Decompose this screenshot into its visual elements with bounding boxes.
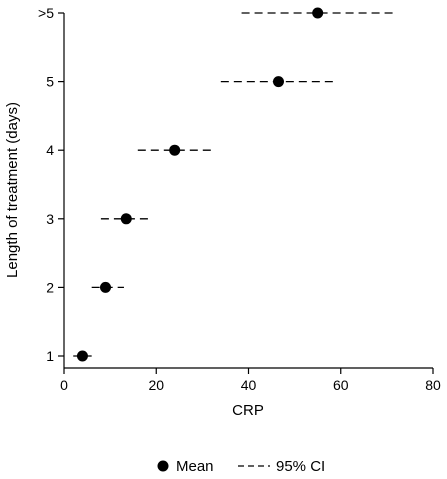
x-tick-label: 80 xyxy=(425,377,441,393)
plot-area: 0 20 40 60 80 1 2 3 4 5 >5 xyxy=(38,5,441,393)
mean-point xyxy=(120,213,132,225)
x-tick-label: 0 xyxy=(60,377,68,393)
y-tick-label: 1 xyxy=(46,348,54,364)
mean-point xyxy=(272,76,284,88)
legend: Mean 95% CI xyxy=(157,458,325,475)
mean-point xyxy=(76,350,88,362)
mean-point xyxy=(100,281,112,293)
legend-mean-label: Mean xyxy=(176,458,214,475)
x-axis-title: CRP xyxy=(232,402,264,419)
mean-point xyxy=(312,7,324,19)
x-tick-label: 40 xyxy=(241,377,257,393)
y-tick-label: >5 xyxy=(38,5,54,21)
y-tick-label: 4 xyxy=(46,142,54,158)
legend-ci-label: 95% CI xyxy=(276,458,325,475)
x-tick-label: 20 xyxy=(148,377,164,393)
y-tick-label: 5 xyxy=(46,74,54,90)
y-tick-label: 2 xyxy=(46,279,54,295)
y-axis-title: Length of treatment (days) xyxy=(4,102,21,278)
x-tick-label: 60 xyxy=(333,377,349,393)
legend-mean-marker xyxy=(157,460,169,472)
mean-point xyxy=(169,144,181,156)
y-tick-label: 3 xyxy=(46,211,54,227)
